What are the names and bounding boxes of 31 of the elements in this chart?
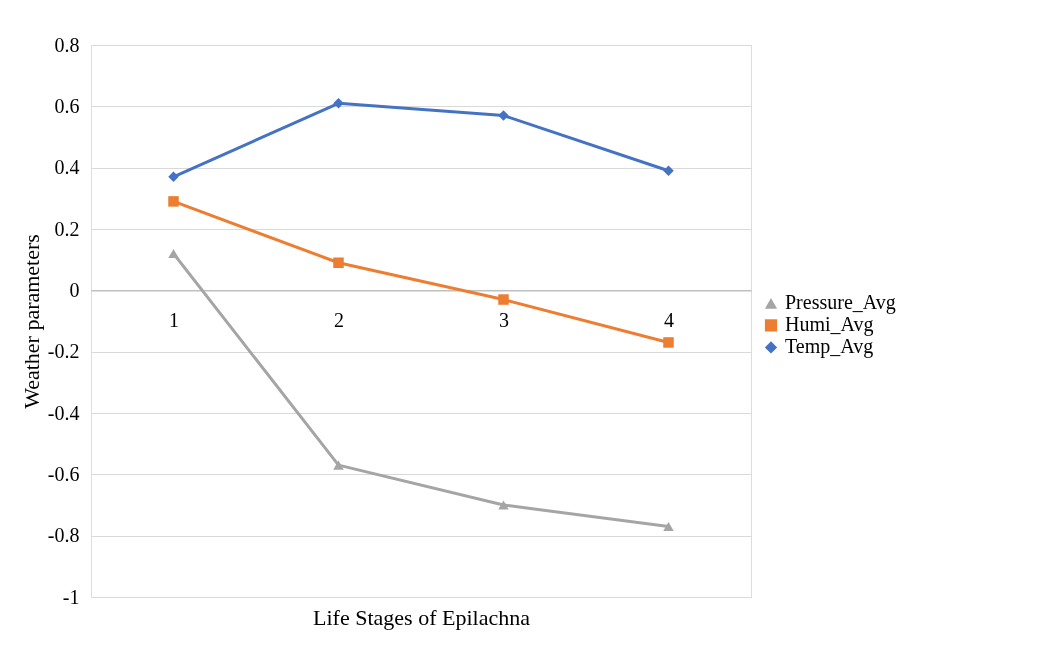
point [498,294,509,305]
point [663,165,674,176]
point [663,521,674,532]
x-axis-title: Life Stages of Epilachna [313,604,531,630]
legend-label: Humi_Avg [785,313,874,337]
y-tick-label: 0.8 [54,33,80,56]
legend-label: Temp_Avg [785,335,874,359]
y-tick-label: -1 [62,585,80,608]
y-axis-title: Weather parameters [18,234,44,409]
x-tick-label: 1 [169,308,179,331]
x-tick-label: 4 [664,308,674,331]
point [333,98,344,109]
point [498,110,509,121]
x-tick-label: 2 [334,308,344,331]
point [663,337,674,348]
point [333,460,344,470]
x-tick-label: 3 [499,308,509,331]
y-tick-label: 0 [69,278,80,301]
point [168,171,179,183]
point [168,196,179,207]
point [333,257,344,268]
y-tick-label: 0.6 [54,94,80,117]
y-tick-label: -0.8 [47,524,80,547]
y-tick-label: -0.6 [47,462,80,485]
legend-label: Pressure_Avg [785,291,896,315]
point [168,248,179,259]
point [498,500,509,510]
y-tick-label: 0.4 [54,156,80,179]
y-tick-label: -0.4 [47,401,80,424]
y-tick-label: 0.2 [54,217,80,240]
y-tick-label: -0.2 [47,340,80,363]
